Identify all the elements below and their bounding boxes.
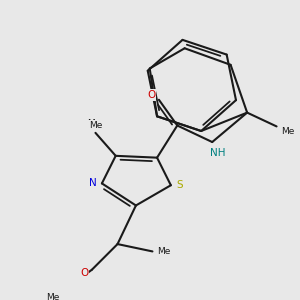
Text: S: S	[177, 180, 183, 190]
Text: N: N	[89, 178, 97, 188]
Text: Me: Me	[87, 119, 100, 128]
Text: Me: Me	[89, 121, 102, 130]
Text: O: O	[147, 90, 156, 100]
Text: Me: Me	[281, 127, 294, 136]
Text: O: O	[80, 268, 88, 278]
Text: Me: Me	[46, 293, 60, 300]
Text: Me: Me	[157, 247, 170, 256]
Text: NH: NH	[210, 148, 226, 158]
